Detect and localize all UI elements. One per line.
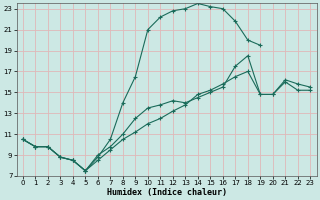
X-axis label: Humidex (Indice chaleur): Humidex (Indice chaleur) [107, 188, 227, 197]
